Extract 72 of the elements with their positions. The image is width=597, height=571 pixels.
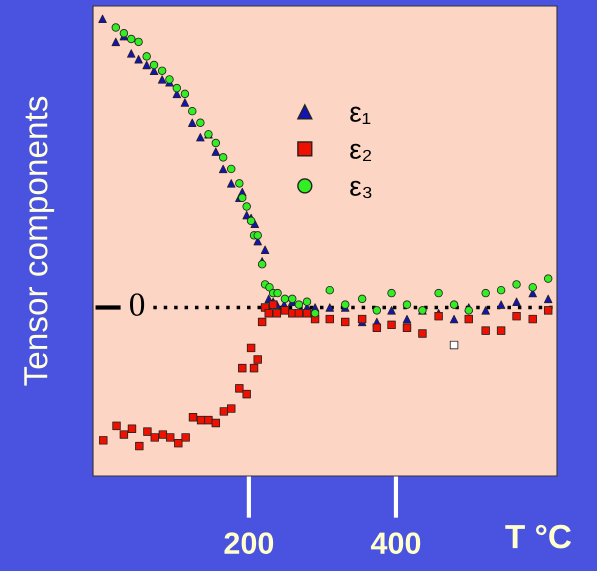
point bbox=[528, 283, 537, 292]
point bbox=[288, 294, 296, 304]
point bbox=[238, 194, 246, 202]
point bbox=[372, 306, 382, 315]
x-tick-label: 200 bbox=[224, 532, 274, 554]
point bbox=[496, 300, 506, 309]
point bbox=[188, 118, 196, 127]
point bbox=[387, 306, 396, 315]
point bbox=[165, 75, 174, 84]
point bbox=[188, 106, 196, 116]
point bbox=[387, 288, 396, 298]
point bbox=[512, 298, 521, 306]
point bbox=[280, 294, 290, 304]
point bbox=[158, 75, 166, 84]
y-axis-title: Tensor components bbox=[24, 96, 54, 386]
point bbox=[218, 164, 228, 174]
legend-label: ε₃ bbox=[350, 180, 372, 198]
point bbox=[402, 300, 412, 309]
point bbox=[481, 306, 490, 315]
x-tick-label: 400 bbox=[370, 532, 420, 554]
point bbox=[112, 23, 120, 32]
point bbox=[326, 303, 334, 312]
point bbox=[196, 132, 205, 142]
point bbox=[218, 153, 228, 162]
point bbox=[227, 179, 236, 188]
point bbox=[302, 298, 312, 306]
ref-line-label: 0 bbox=[130, 293, 144, 316]
point bbox=[260, 246, 270, 254]
point bbox=[544, 294, 552, 304]
point bbox=[450, 300, 458, 309]
point bbox=[258, 260, 266, 268]
point bbox=[172, 84, 182, 92]
point bbox=[253, 231, 262, 240]
legend-label: ε₁ bbox=[350, 106, 370, 124]
point bbox=[112, 38, 120, 46]
point bbox=[212, 138, 220, 148]
point bbox=[212, 147, 220, 156]
point bbox=[265, 283, 274, 292]
point bbox=[450, 340, 458, 350]
point bbox=[464, 306, 473, 315]
point bbox=[544, 274, 552, 283]
point bbox=[246, 216, 256, 226]
point bbox=[294, 300, 304, 309]
point bbox=[235, 179, 244, 188]
point bbox=[142, 60, 151, 70]
point bbox=[310, 309, 320, 318]
point bbox=[158, 66, 166, 76]
point bbox=[434, 288, 443, 298]
point bbox=[180, 98, 190, 107]
point bbox=[242, 202, 251, 211]
legend-label: ε₂ bbox=[350, 144, 372, 162]
x-axis-title: T °C bbox=[505, 524, 572, 548]
point bbox=[326, 286, 334, 294]
point bbox=[196, 118, 205, 127]
point bbox=[127, 34, 136, 44]
point bbox=[134, 38, 143, 46]
point bbox=[496, 286, 506, 294]
point bbox=[273, 288, 282, 298]
point bbox=[120, 29, 128, 38]
point bbox=[150, 60, 158, 70]
point bbox=[450, 314, 458, 324]
point bbox=[142, 52, 151, 61]
point bbox=[134, 55, 143, 64]
point bbox=[481, 288, 490, 298]
point bbox=[341, 300, 350, 309]
point bbox=[358, 294, 366, 304]
point bbox=[512, 280, 521, 289]
point bbox=[98, 14, 107, 24]
point bbox=[180, 90, 190, 98]
point bbox=[127, 49, 136, 58]
point bbox=[402, 314, 412, 324]
point bbox=[227, 164, 236, 174]
